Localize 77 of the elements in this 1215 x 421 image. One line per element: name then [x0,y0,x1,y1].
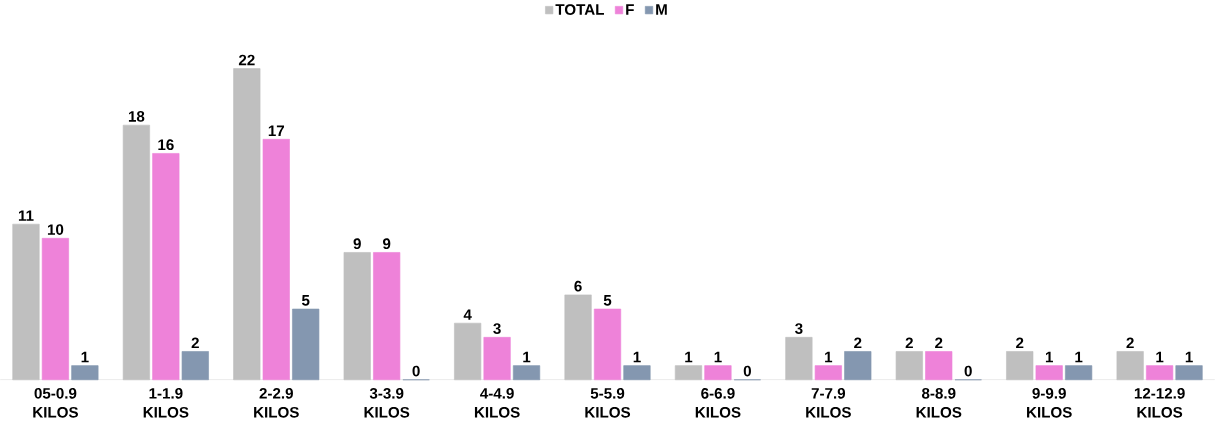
bar [12,223,40,381]
bar [41,237,69,381]
data-label: 2 [191,337,199,349]
bar [564,294,592,381]
data-label: 0 [964,365,972,377]
data-label: 9 [382,238,391,250]
data-label: 3 [795,323,803,334]
x-tick-label: 9-9.9 KILOS [1027,387,1072,418]
bar [1065,365,1093,381]
data-label: 2 [935,337,943,349]
data-label: 2 [905,337,913,349]
x-tick-label: 6-6.9 KILOS [695,387,741,418]
data-label: 1 [1045,351,1053,363]
bar [343,252,371,381]
data-label: 5 [301,295,310,306]
bar [483,336,511,381]
x-tick-label: 4-4.9 KILOS [474,387,520,418]
data-label: 1 [714,351,722,363]
x-tick-label: 7-7.9 KILOS [806,387,851,418]
legend-label: TOTAL [555,4,604,15]
data-label: 0 [743,365,751,377]
bar [844,351,872,381]
data-label: 10 [47,224,64,235]
data-label: 11 [18,210,34,221]
bar [454,322,482,381]
data-label: 1 [81,351,89,363]
bar [1175,365,1203,381]
data-label: 17 [268,125,285,136]
legend-label: F [626,4,634,15]
data-label: 4 [463,309,472,320]
bar [292,308,320,381]
bar [593,308,622,381]
x-tick-label: 12-12.9 KILOS [1134,387,1185,418]
data-label: 2 [1016,337,1024,349]
data-label: 1 [523,351,531,363]
bar [512,365,541,381]
bar [152,153,180,381]
bar [925,351,953,381]
data-label: 6 [574,280,582,292]
data-label: 1 [1156,351,1164,363]
data-label: 1 [825,351,833,363]
data-label: 0 [412,365,420,377]
bar [785,336,813,381]
x-tick-label: 5-5.9 KILOS [585,387,631,418]
bar [71,365,99,381]
data-label: 5 [603,295,612,306]
bar [1006,351,1034,381]
x-tick-label: 1-1.9 KILOS [143,387,189,418]
x-tick-label: 2-2.9 KILOS [254,387,299,418]
bar [674,365,703,381]
bar [233,68,261,381]
bar [1035,365,1063,381]
bar [373,252,401,381]
data-label: 1 [633,351,641,363]
x-tick-label: 05-0.9 KILOS [33,387,78,418]
bar [704,365,732,381]
data-label: 2 [854,337,862,349]
data-label: 9 [353,238,361,250]
bar [122,124,150,381]
legend-label: M [656,4,667,15]
data-label: 2 [1126,337,1134,349]
data-label: 1 [1075,351,1083,363]
bar [814,365,842,381]
data-label: 1 [1185,351,1193,363]
bar [623,365,651,381]
data-label: 16 [158,139,174,151]
data-label: 1 [685,351,693,363]
x-tick-label: 8-8.9 KILOS [916,387,962,418]
data-label: 18 [128,110,145,122]
bar [262,138,290,381]
x-tick-label: 3-3.9 KILOS [364,387,410,418]
data-label: 3 [493,323,501,334]
bar [181,351,209,381]
bar [1146,365,1174,381]
bar [1116,351,1144,381]
data-label: 22 [238,54,255,66]
bar [895,351,923,381]
